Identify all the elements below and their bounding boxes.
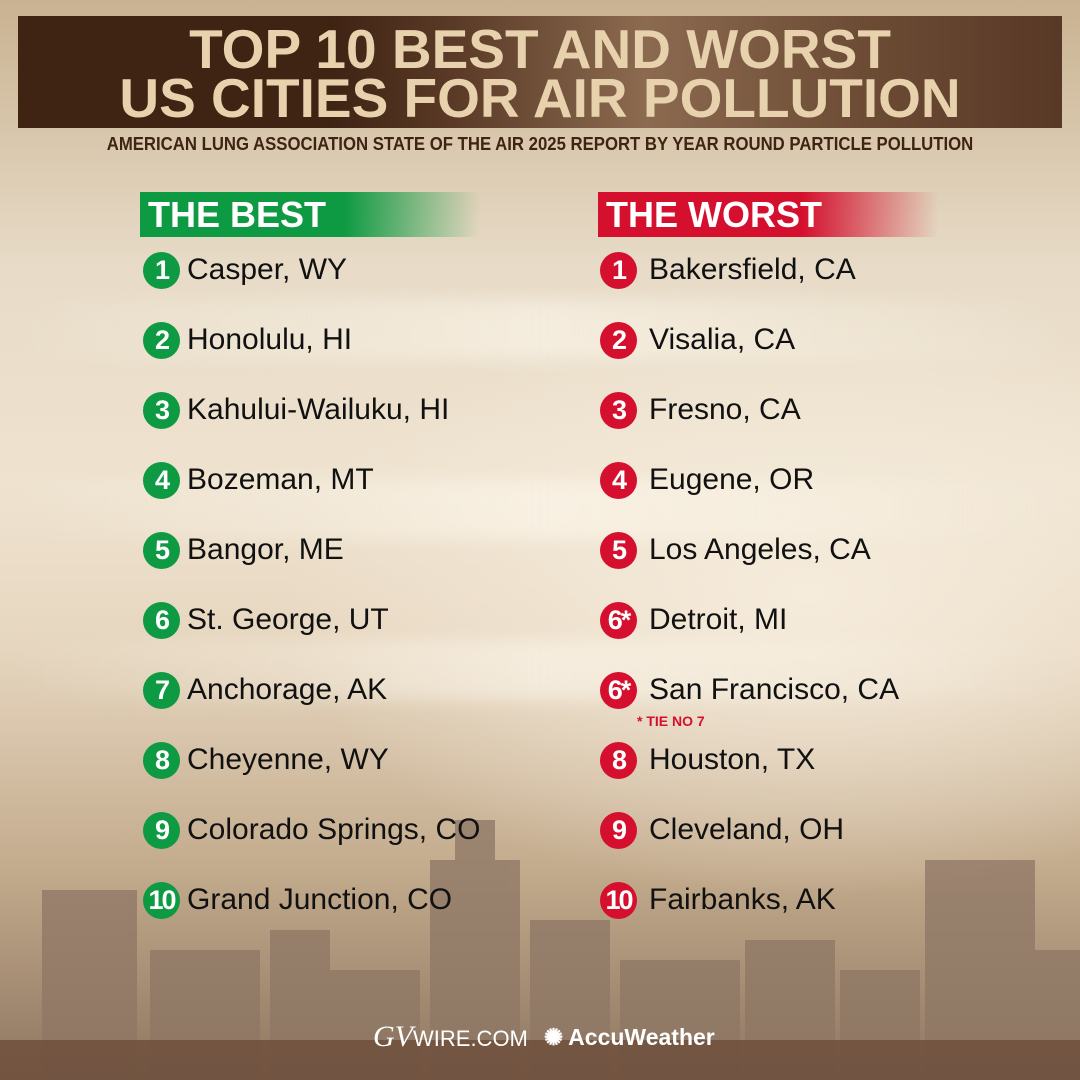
list-item: 3 Kahului-Wailuku, HI (143, 390, 449, 430)
rank-badge: 8 (143, 741, 180, 779)
rank-badge: 9 (600, 811, 637, 849)
rank-badge: 10 (143, 881, 180, 919)
city-name: Detroit, MI (649, 603, 788, 636)
rank-badge: 7 (143, 671, 180, 709)
list-item: 1 Bakersfield, CA (600, 250, 856, 290)
rank-badge: 1 (143, 251, 180, 289)
city-name: Kahului-Wailuku, HI (187, 393, 450, 426)
rank-badge: 9 (143, 811, 180, 849)
list-item: 2 Visalia, CA (600, 320, 795, 360)
rank-badge: 1 (600, 251, 637, 289)
rank-badge: 5 (600, 531, 637, 569)
rank-badge: 6* (600, 601, 637, 639)
city-name: Fresno, CA (649, 393, 801, 426)
city-name: Visalia, CA (649, 323, 796, 356)
list-item: 10 Fairbanks, AK (600, 880, 836, 920)
logos: GVWIRE.COM ✺ AccuWeather (373, 1020, 715, 1054)
gvwire-logo: GVWIRE.COM (373, 1020, 528, 1053)
list-item: 5 Bangor, ME (143, 530, 344, 570)
list-item: 8 Cheyenne, WY (143, 740, 389, 780)
city-skyline (0, 820, 1080, 1080)
city-name: St. George, UT (187, 603, 389, 636)
rank-badge: 3 (600, 391, 637, 429)
city-name: Cheyenne, WY (187, 743, 389, 776)
worst-heading: THE WORST (598, 192, 938, 237)
rank-badge: 6 (143, 601, 180, 639)
rank-badge: 2 (143, 321, 180, 359)
city-name: Anchorage, AK (187, 673, 388, 706)
city-name: Casper, WY (187, 253, 348, 286)
city-name: Bakersfield, CA (649, 253, 856, 286)
rank-badge: 2 (600, 321, 637, 359)
title-line-1: TOP 10 BEST AND WORST (189, 18, 891, 80)
rank-badge: 6* (600, 671, 637, 709)
city-name: San Francisco, CA (649, 673, 900, 706)
list-item: 6 St. George, UT (143, 600, 389, 640)
list-item: 7 Anchorage, AK (143, 670, 387, 710)
list-item: 4 Eugene, OR (600, 460, 814, 500)
list-item: 10 Grand Junction, CO (143, 880, 452, 920)
sun-icon: ✺ (543, 1023, 564, 1050)
city-name: Grand Junction, CO (187, 883, 453, 916)
list-item: 9 Cleveland, OH (600, 810, 844, 850)
best-heading: THE BEST (140, 192, 480, 237)
title-line-2: US CITIES FOR AIR POLLUTION (119, 67, 961, 129)
rank-badge: 8 (600, 741, 637, 779)
list-item: 2 Honolulu, HI (143, 320, 352, 360)
city-name: Los Angeles, CA (649, 533, 871, 566)
rank-badge: 4 (143, 461, 180, 499)
list-item: 9 Colorado Springs, CO (143, 810, 480, 850)
rank-badge: 10 (600, 881, 637, 919)
subtitle: AMERICAN LUNG ASSOCIATION STATE OF THE A… (106, 134, 974, 154)
accuweather-logo: ✺ AccuWeather (543, 1023, 715, 1050)
rank-badge: 3 (143, 391, 180, 429)
city-name: Bozeman, MT (187, 463, 374, 496)
city-name: Fairbanks, AK (649, 883, 836, 916)
tie-footnote: * TIE NO 7 (637, 713, 705, 729)
list-item: 6* San Francisco, CA (600, 670, 899, 710)
list-item: 3 Fresno, CA (600, 390, 801, 430)
rank-badge: 4 (600, 461, 637, 499)
list-item: 1 Casper, WY (143, 250, 347, 290)
list-item: 6* Detroit, MI (600, 600, 787, 640)
rank-badge: 5 (143, 531, 180, 569)
city-name: Bangor, ME (187, 533, 344, 566)
title-banner: TOP 10 BEST AND WORST US CITIES FOR AIR … (18, 16, 1062, 128)
list-item: 5 Los Angeles, CA (600, 530, 871, 570)
city-name: Honolulu, HI (187, 323, 353, 356)
city-name: Eugene, OR (649, 463, 815, 496)
city-name: Houston, TX (649, 743, 816, 776)
city-name: Cleveland, OH (649, 813, 845, 846)
city-name: Colorado Springs, CO (187, 813, 481, 846)
list-item: 4 Bozeman, MT (143, 460, 374, 500)
list-item: 8 Houston, TX (600, 740, 815, 780)
